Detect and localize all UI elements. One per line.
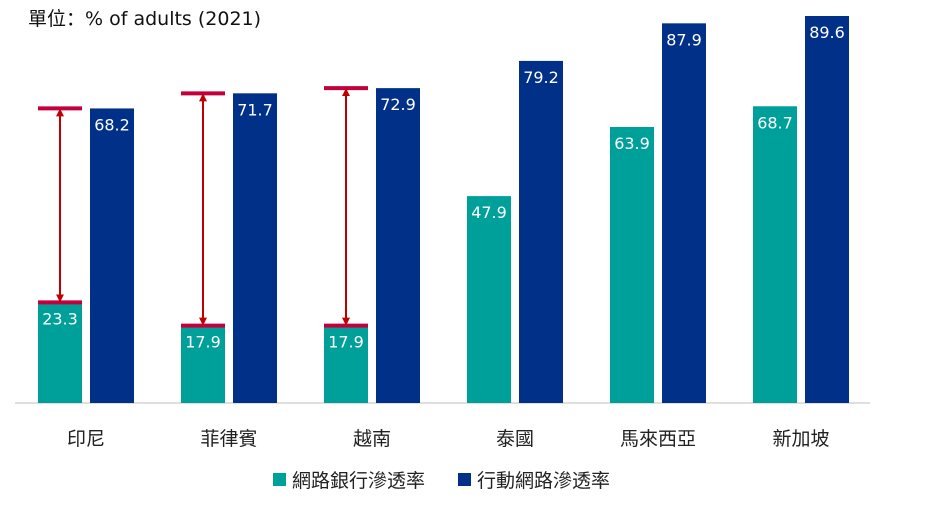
bar-mobile-internet [376,88,420,403]
bar-online-banking [610,127,654,403]
unit-label: 單位：% of adults (2021) [28,8,262,30]
category-label: 菲律賓 [200,428,257,450]
category-label: 泰國 [496,428,534,450]
legend-label-online-banking: 網路銀行滲透率 [292,470,426,492]
bar-online-banking [324,325,368,403]
data-label-online-banking: 63.9 [614,134,650,153]
category-label: 馬來西亞 [620,428,696,450]
bar-mobile-internet [805,16,849,403]
bar-online-banking [38,302,82,403]
bar-mobile-internet [519,60,563,403]
legend-label-mobile-internet: 行動網路滲透率 [477,470,611,492]
data-label-online-banking: 23.3 [42,309,78,328]
bar-mobile-internet [662,23,706,404]
bar-mobile-internet [90,108,134,404]
data-label-online-banking: 17.9 [185,333,221,352]
legend-swatch-online-banking [273,473,286,486]
data-label-mobile-internet: 89.6 [809,23,845,42]
legend-swatch-mobile-internet [458,473,471,486]
category-label: 新加坡 [772,428,829,450]
category-label: 越南 [353,428,391,450]
data-label-mobile-internet: 71.7 [237,100,273,119]
data-label-mobile-internet: 72.9 [380,95,416,114]
bar-mobile-internet [233,93,277,404]
data-label-mobile-internet: 79.2 [523,68,559,87]
data-label-online-banking: 17.9 [328,333,364,352]
data-label-mobile-internet: 68.2 [94,115,130,134]
legend-item-mobile-internet: 行動網路滲透率 [458,466,610,493]
data-label-online-banking: 68.7 [757,113,793,132]
bar-online-banking [467,196,511,403]
data-label-online-banking: 47.9 [471,203,507,222]
data-label-mobile-internet: 87.9 [666,30,702,49]
bar-online-banking [753,106,797,403]
category-label: 印尼 [67,428,105,450]
bar-online-banking [181,325,225,403]
legend-item-online-banking: 網路銀行滲透率 [273,466,425,493]
